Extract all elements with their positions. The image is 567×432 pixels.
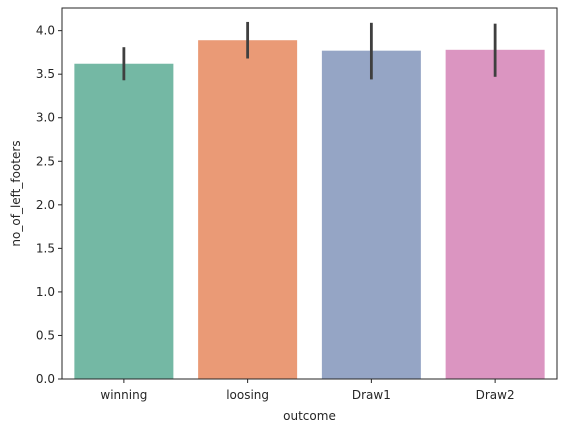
bar-draw2 — [445, 49, 545, 379]
x-tick-label: Draw2 — [476, 388, 515, 402]
y-tick-label: 0.0 — [36, 372, 55, 386]
y-tick-label: 0.5 — [36, 328, 55, 342]
plot-frame — [61, 7, 558, 380]
y-tick-label: 3.5 — [36, 67, 55, 81]
x-tick-label: winning — [100, 388, 147, 402]
y-tick-label: 4.0 — [36, 24, 55, 38]
y-axis-ticks: 0.0 0.5 1.0 1.5 2.0 2.5 3.0 3.5 4.0 — [36, 24, 62, 386]
bar-loosing — [198, 40, 298, 380]
x-tick-label: loosing — [226, 388, 269, 402]
y-axis-label: no_of_left_footers — [9, 140, 23, 246]
bars — [74, 40, 545, 380]
bar-winning — [74, 63, 174, 379]
x-axis-ticks: winning loosing Draw1 Draw2 — [100, 379, 515, 402]
y-tick-label: 2.0 — [36, 198, 55, 212]
y-tick-label: 3.0 — [36, 111, 55, 125]
error-bars — [122, 21, 497, 81]
x-axis-label: outcome — [283, 409, 336, 423]
y-tick-label: 1.5 — [36, 241, 55, 255]
bar-draw1 — [321, 50, 421, 380]
y-tick-label: 2.5 — [36, 154, 55, 168]
y-tick-label: 1.0 — [36, 285, 55, 299]
x-tick-label: Draw1 — [352, 388, 391, 402]
